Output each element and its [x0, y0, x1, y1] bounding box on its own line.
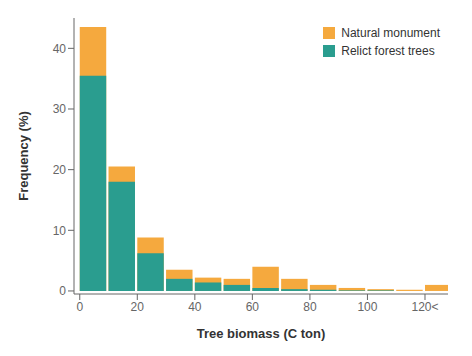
svg-text:20: 20	[131, 300, 145, 314]
svg-text:120<: 120<	[411, 300, 438, 314]
svg-text:100: 100	[357, 300, 377, 314]
svg-text:60: 60	[246, 300, 260, 314]
svg-text:0: 0	[59, 284, 66, 298]
html-text:Natural monument: Natural monument	[341, 26, 440, 40]
svg-text:10: 10	[53, 224, 67, 238]
svg-text:Frequency (%): Frequency (%)	[16, 111, 31, 201]
html-text:Relict forest trees: Relict forest trees	[341, 44, 435, 58]
svg-text:20: 20	[53, 163, 67, 177]
svg-text:80: 80	[303, 300, 317, 314]
svg-text:0: 0	[76, 300, 83, 314]
svg-text:Tree biomass (C ton): Tree biomass (C ton)	[197, 326, 326, 341]
svg-text:40: 40	[188, 300, 202, 314]
svg-text:40: 40	[53, 42, 67, 56]
svg-text:30: 30	[53, 102, 67, 116]
